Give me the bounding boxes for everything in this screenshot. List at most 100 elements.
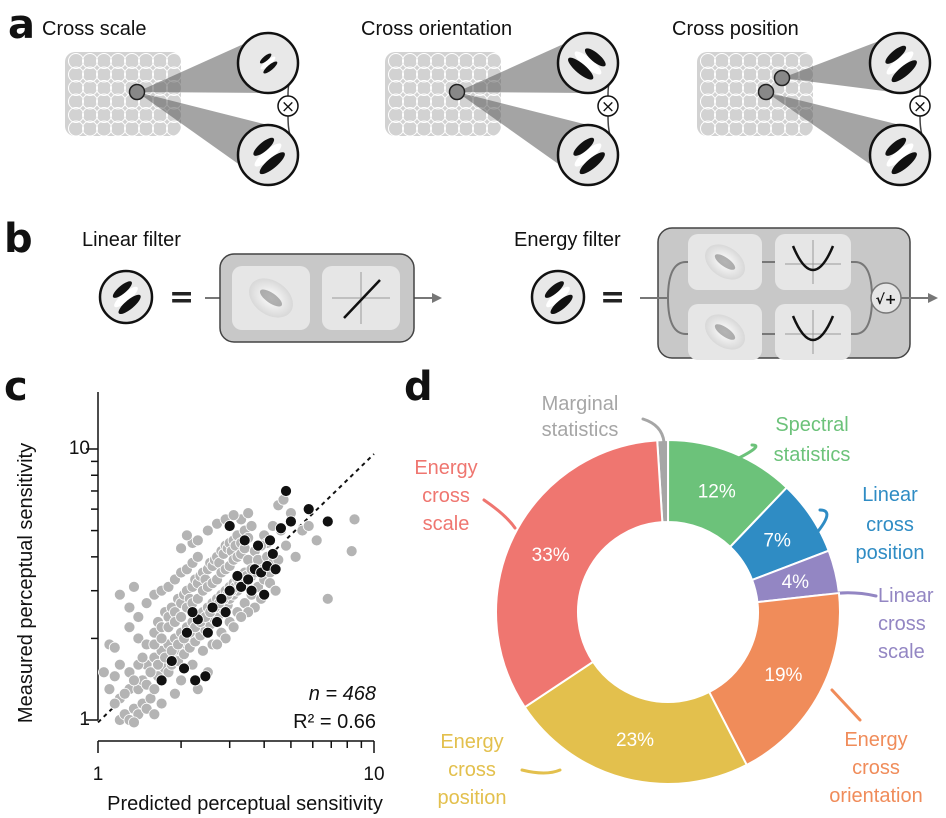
donut-category-label: Marginal — [542, 393, 619, 415]
energy-output-arrow-icon — [928, 293, 938, 303]
donut-leader-line — [520, 768, 562, 775]
donut-leader-line — [733, 443, 758, 462]
scatter-point-black — [231, 570, 244, 582]
panel-b-label: b — [4, 216, 33, 262]
scatter-point-black — [238, 534, 251, 547]
selected-neuron-icon — [773, 69, 791, 87]
selected-neuron-icon — [128, 83, 146, 101]
projection-cone-top — [457, 33, 588, 93]
multiply-icon: × — [281, 97, 295, 117]
energy-filter-diagram: = √+ — [530, 227, 938, 360]
linear-filter-diagram: = — [98, 253, 442, 343]
scatter-point-gray — [321, 592, 334, 605]
scatter-point-black — [223, 584, 236, 597]
scatter-point-gray — [191, 534, 204, 547]
scatter-point-black — [206, 601, 219, 614]
scatter-points — [97, 485, 361, 729]
donut-slice-energy-cross-orientation — [707, 591, 841, 767]
scatter-point-gray — [175, 542, 187, 555]
scatter-point-gray — [136, 651, 149, 664]
multiply-icon: × — [601, 97, 615, 117]
scatter-point-gray — [302, 520, 315, 532]
donut-percent-label: 19% — [764, 665, 802, 686]
panel-a-title-cross-position: Cross position — [672, 18, 799, 40]
x-axis-label: Predicted perceptual sensitivity — [107, 793, 383, 815]
diagram-cross-orientation: × — [385, 31, 620, 187]
donut-slice-energy-cross-scale — [495, 439, 664, 709]
sqrt-sum-node — [870, 282, 902, 314]
scatter-point-gray — [108, 670, 121, 683]
scatter-point-black — [219, 606, 232, 619]
donut-percent-label: 33% — [532, 545, 570, 566]
stat-r2: R² = 0.66 — [293, 711, 376, 733]
scatter-point-gray — [128, 580, 140, 593]
donut-category-label: cross — [866, 514, 914, 536]
panel-a-title-cross-scale: Cross scale — [42, 18, 146, 40]
donut-category-label: position — [438, 787, 507, 809]
donut-leader-line — [482, 498, 517, 530]
scatter-point-black — [223, 520, 236, 532]
selected-neuron-icon — [448, 83, 466, 101]
scatter-point-gray — [113, 588, 126, 601]
scatter-point-gray — [132, 632, 145, 645]
scatter-point-gray — [118, 687, 131, 700]
donut-category-label: Linear — [862, 484, 918, 506]
linear-equals-sign: = — [169, 280, 194, 315]
projection-cone-top — [782, 33, 900, 93]
panel-d-label: d — [404, 364, 433, 410]
scatter-point-gray — [169, 687, 181, 700]
y-tick-label-10: 10 — [69, 438, 90, 459]
donut-percent-label: 23% — [616, 730, 654, 751]
scatter-point-gray — [310, 534, 323, 547]
energy-square-icon-bottom — [791, 315, 835, 342]
donut-category-label: scale — [878, 641, 925, 663]
scatter-point-gray — [155, 697, 168, 710]
donut-category-label: cross — [448, 759, 496, 781]
scatter-point-black — [285, 515, 297, 528]
scatter-point-gray — [152, 658, 164, 671]
donut-chart: Marginal statistics 12% Spectral statistics 7… — [414, 393, 934, 809]
scatter-point-gray — [148, 683, 161, 696]
donut-percent-label: 12% — [698, 481, 736, 502]
panel-c-label: c — [4, 364, 28, 410]
stat-n: n = 468 — [309, 683, 376, 705]
donut-category-label: orientation — [829, 785, 922, 807]
energy-equals-sign: = — [600, 280, 625, 315]
scatter-point-black — [211, 616, 223, 628]
panel-a-title-cross-orientation: Cross orientation — [361, 18, 512, 40]
y-tick-label-1: 1 — [79, 709, 90, 730]
panel-b-linear-title: Linear filter — [82, 229, 181, 251]
donut-leader-line — [641, 417, 666, 444]
scatter-point-black — [186, 606, 199, 619]
scatter-point-black — [264, 534, 276, 547]
projection-cone-bottom — [457, 92, 588, 185]
donut-category-label: Energy — [844, 729, 907, 751]
donut-slice-energy-cross-position — [523, 660, 749, 785]
scatter-point-gray — [280, 539, 292, 552]
donut-category-label: statistics — [774, 444, 851, 466]
scatter-point-gray — [219, 632, 232, 645]
scatter-point-gray — [97, 666, 110, 679]
scatter-point-gray — [155, 632, 168, 645]
panel-b-energy-title: Energy filter — [514, 229, 621, 251]
scatter-point-black — [201, 626, 214, 639]
projection-cone-bottom — [766, 92, 900, 185]
scatter-point-black — [269, 563, 282, 576]
linear-output-arrow-icon — [432, 293, 442, 303]
donut-category-label: Energy — [440, 731, 503, 753]
scatter-point-gray — [235, 611, 248, 623]
diagram-cross-position: × — [697, 31, 932, 187]
selected-neuron-icon — [757, 83, 775, 101]
scatter-point-gray — [181, 529, 193, 542]
scatter-plot: 10 1 1 10 Predicted perceptual sensitivi… — [15, 392, 385, 815]
sqrt-sum-symbol: √+ — [875, 292, 896, 308]
scatter-point-gray — [128, 674, 140, 687]
donut-percent-label: 7% — [763, 531, 791, 552]
donut-category-label: statistics — [542, 419, 619, 441]
scatter-point-black — [215, 592, 228, 605]
donut-category-label: Linear — [878, 585, 934, 607]
scatter-point-black — [178, 662, 190, 675]
scatter-point-gray — [148, 708, 161, 721]
donut-category-label: cross — [852, 757, 900, 779]
